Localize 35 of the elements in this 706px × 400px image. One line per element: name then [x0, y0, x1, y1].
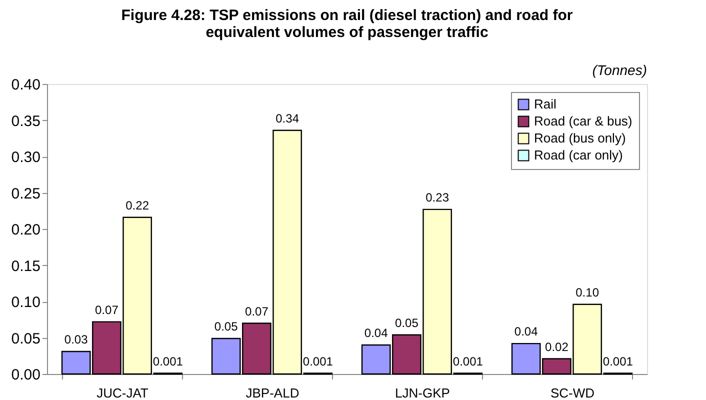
data-label: 0.05	[395, 316, 419, 330]
data-label: 0.22	[126, 198, 150, 212]
data-label: 0.04	[514, 324, 538, 339]
data-label: 0.07	[245, 304, 269, 318]
data-label: 0.02	[545, 340, 569, 354]
y-tick-label: 0.15	[11, 258, 40, 275]
data-label: 0.23	[426, 190, 450, 204]
y-tick-label: 0.40	[11, 76, 40, 94]
x-tick-label: JBP-ALD	[246, 386, 300, 400]
data-label: 0.10	[576, 285, 600, 300]
data-label: 0.34	[276, 111, 300, 126]
legend-label: Road (car & bus)	[534, 114, 632, 128]
data-label: 0.001	[152, 354, 184, 368]
y-tick-label: 0.35	[11, 112, 40, 130]
chart-title: Figure 4.28: TSP emissions on rail (diesel traction) and road for equivalent volumes of passenger traffic	[121, 7, 573, 41]
legend-label: Road (bus only)	[534, 130, 626, 146]
data-label: 0.03	[64, 332, 88, 347]
legend-label: Road (car only)	[534, 148, 623, 162]
y-tick-label: 0.05	[11, 330, 40, 348]
x-tick-label: JUC-JAT	[96, 386, 148, 400]
data-label: 0.07	[95, 302, 119, 317]
data-label: 0.05	[214, 319, 238, 334]
y-tick-label: 0.20	[11, 222, 40, 238]
y-tick-label: 0.00	[11, 366, 40, 384]
y-tick-label: 0.10	[11, 294, 40, 311]
y-tick-label: 0.25	[11, 185, 40, 202]
text: (Tonnes)	[592, 62, 647, 78]
legend-label: Rail	[534, 96, 557, 112]
data-label: 0.001	[602, 354, 634, 368]
y-tick-label: 0.30	[11, 149, 40, 166]
data-label: 0.001	[452, 354, 484, 368]
data-label: 0.001	[302, 354, 334, 368]
x-tick-label: SC-WD	[550, 386, 595, 400]
x-tick-label: LJN-GKP	[395, 386, 450, 400]
data-label: 0.04	[364, 326, 388, 340]
